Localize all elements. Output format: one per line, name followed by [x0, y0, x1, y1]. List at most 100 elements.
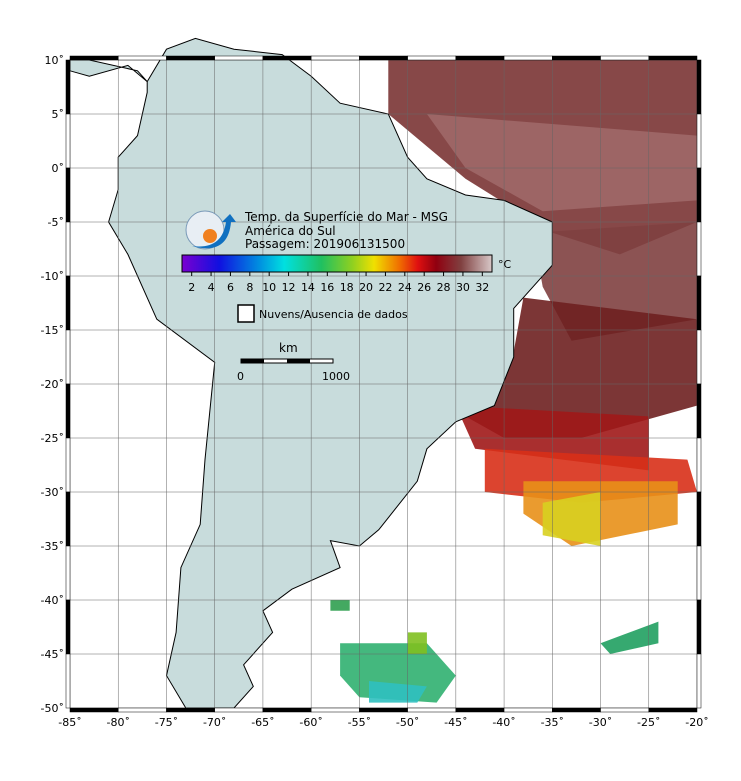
frame-seg [359, 55, 408, 61]
scale-bar-seg [287, 359, 310, 363]
frame-seg [552, 55, 601, 61]
frame-seg [65, 383, 71, 439]
y-tick-label: 0˚ [52, 162, 65, 175]
frame-seg [600, 707, 650, 713]
frame-seg [696, 329, 702, 385]
sst-patch [330, 600, 350, 611]
frame-seg [696, 437, 702, 493]
colorbar-tick-label: 8 [246, 281, 253, 294]
frame-seg [214, 707, 264, 713]
y-tick-label: -40˚ [41, 594, 64, 607]
frame-seg [65, 113, 71, 169]
y-tick-label: -25˚ [41, 432, 64, 445]
frame-seg [65, 653, 71, 709]
scale-label: 1000 [322, 370, 350, 383]
frame-seg [262, 707, 312, 713]
colorbar-tick-label: 20 [359, 281, 373, 294]
x-tick-label: -40˚ [492, 716, 515, 729]
x-tick-label: -75˚ [155, 716, 178, 729]
pass-time: Passagem: 201906131500 [245, 237, 405, 251]
frame-seg [214, 55, 264, 61]
y-tick-label: -15˚ [41, 324, 64, 337]
frame-seg [65, 491, 71, 547]
frame-seg [552, 707, 601, 713]
frame-seg [262, 55, 312, 61]
colorbar-tick-label: 26 [417, 281, 431, 294]
frame-seg [696, 599, 702, 655]
frame-seg [359, 707, 408, 713]
frame-seg [503, 707, 553, 713]
central-america [69, 59, 148, 82]
frame-seg [455, 707, 505, 713]
colorbar-unit: °C [498, 258, 512, 271]
legend-swatch [237, 304, 255, 323]
colorbar-tick-label: 28 [437, 281, 451, 294]
x-tick-label: -45˚ [444, 716, 467, 729]
colorbar-tick-label: 10 [262, 281, 276, 294]
x-tick-label: -65˚ [251, 716, 274, 729]
frame-seg [696, 653, 702, 709]
legend-label: Nuvens/Ausencia de dados [259, 308, 408, 321]
sst-patch [542, 492, 601, 546]
frame-seg [65, 437, 71, 493]
geography [69, 37, 697, 709]
x-tick-label: -60˚ [299, 716, 322, 729]
colorbar-tick-label: 24 [398, 281, 412, 294]
x-tick-label: -55˚ [348, 716, 371, 729]
frame-seg [696, 167, 702, 223]
x-tick-label: -20˚ [685, 716, 708, 729]
y-tick-label: -35˚ [41, 540, 64, 553]
sst-patch [369, 681, 427, 703]
frame-seg [407, 55, 457, 61]
frame-seg [455, 55, 505, 61]
scale-bar-seg [241, 359, 264, 363]
frame: -85˚ -80˚ -75˚ -70˚ -65˚ -60˚ -55˚ -50˚ -45˚ -40˚… [41, 54, 709, 729]
y-tick-label: -30˚ [41, 486, 64, 499]
frame-seg [696, 383, 702, 439]
frame-seg [65, 599, 71, 655]
frame-seg [696, 113, 702, 169]
colorbar-tick-label: 2 [188, 281, 195, 294]
frame-seg [310, 707, 360, 713]
colorbar-tick-label: 30 [456, 281, 470, 294]
frame-seg [65, 167, 71, 223]
frame-seg [117, 707, 167, 713]
frame-seg [648, 707, 698, 713]
colorbar-tick-label: 12 [282, 281, 296, 294]
colorbar-tick-label: 14 [301, 281, 315, 294]
frame-seg [600, 55, 650, 61]
frame-seg [696, 59, 702, 115]
frame-seg [69, 55, 119, 61]
sst-patch [465, 297, 697, 438]
colorbar [181, 254, 493, 273]
x-tick-label: -30˚ [589, 716, 612, 729]
frame-seg [65, 59, 71, 115]
frame-seg [65, 329, 71, 385]
sst-patch [407, 632, 427, 654]
sst-patch [426, 114, 697, 212]
colorbar-tick-label: 18 [340, 281, 354, 294]
y-tick-label: 10˚ [45, 54, 65, 67]
frame-seg [69, 707, 119, 713]
frame-seg [65, 545, 71, 601]
frame-seg [65, 221, 71, 277]
x-tick-label: -35˚ [541, 716, 564, 729]
frame-seg [696, 545, 702, 601]
x-tick-label: -80˚ [106, 716, 129, 729]
frame-seg [696, 221, 702, 277]
y-tick-label: -45˚ [41, 648, 64, 661]
title: Temp. da Superfície do Mar - MSG [244, 210, 448, 224]
frame-seg [696, 491, 702, 547]
frame-seg [117, 55, 167, 61]
colorbar-tick-label: 22 [378, 281, 392, 294]
region: América do Sul [245, 224, 336, 238]
frame-seg [648, 55, 698, 61]
y-tick-label: 5˚ [52, 108, 65, 121]
logo [185, 210, 236, 250]
colorbar-tick-label: 16 [320, 281, 334, 294]
y-tick-label: -5˚ [48, 216, 64, 229]
y-tick-label: -50˚ [41, 702, 64, 715]
x-tick-label: -85˚ [58, 716, 81, 729]
scale-label: 0 [237, 370, 244, 383]
